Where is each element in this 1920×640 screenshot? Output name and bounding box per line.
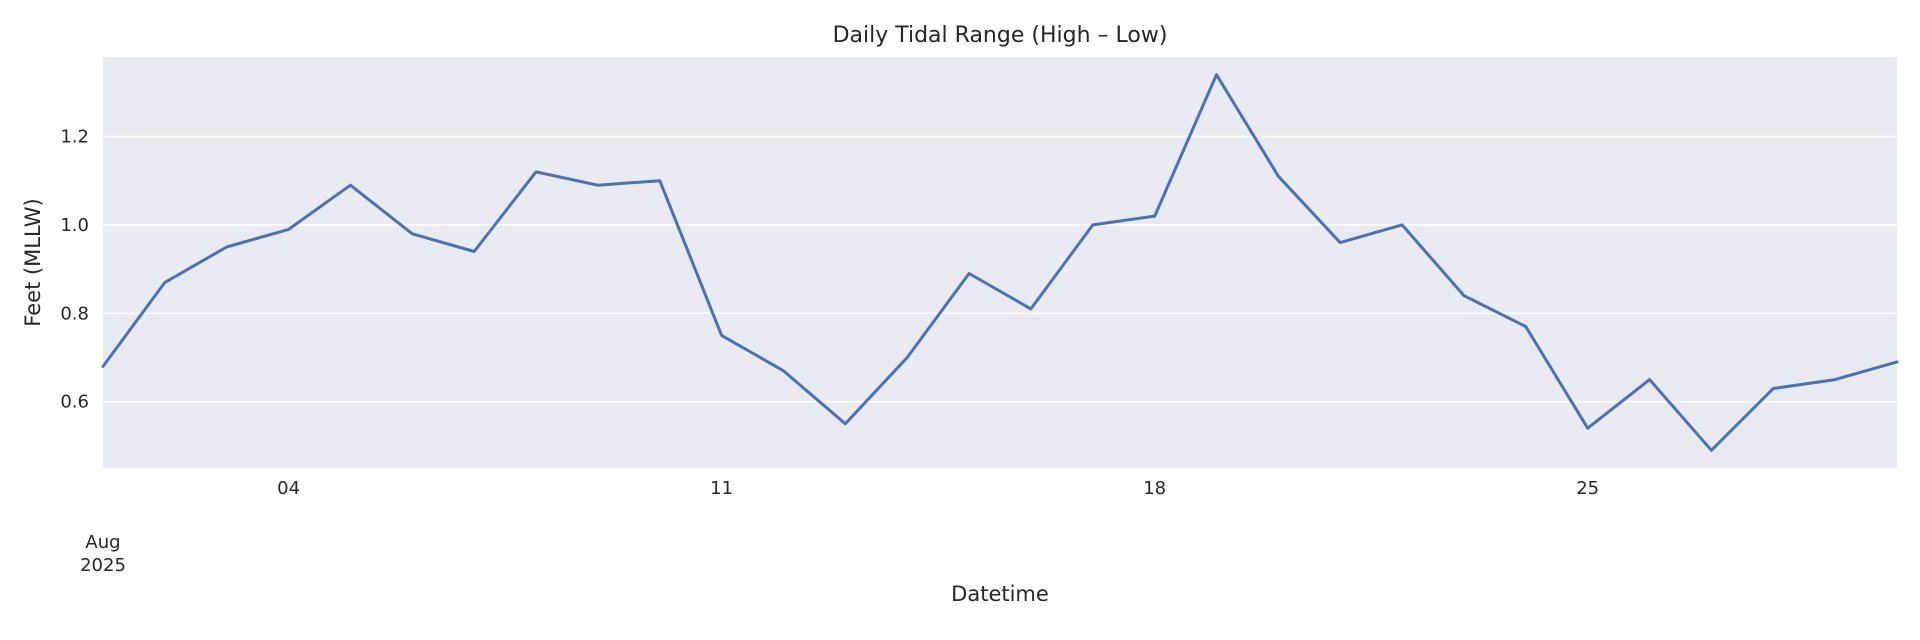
x-tick-labels: 04 11 18 25 (277, 478, 1599, 499)
x-tick-label: 04 (277, 478, 300, 499)
y-axis-label: Feet (MLLW) (21, 198, 45, 326)
series-line (101, 73, 1899, 452)
x-tick-label: 11 (710, 478, 733, 499)
x-tick-label: 18 (1143, 478, 1166, 499)
x-tick-label: 25 (1576, 478, 1599, 499)
x-start-year-label: 2025 (80, 555, 126, 576)
y-tick-label: 1.0 (60, 215, 89, 236)
x-start-month-label: Aug (85, 532, 120, 553)
plot-background (103, 57, 1897, 468)
y-tick-label: 1.2 (60, 127, 89, 148)
y-tick-label: 0.6 (60, 392, 89, 413)
chart-title: Daily Tidal Range (High – Low) (833, 23, 1168, 48)
y-tick-labels: 0.6 0.8 1.0 1.2 (60, 127, 89, 413)
y-tick-label: 0.8 (60, 303, 89, 324)
x-axis-label: Datetime (951, 582, 1049, 606)
